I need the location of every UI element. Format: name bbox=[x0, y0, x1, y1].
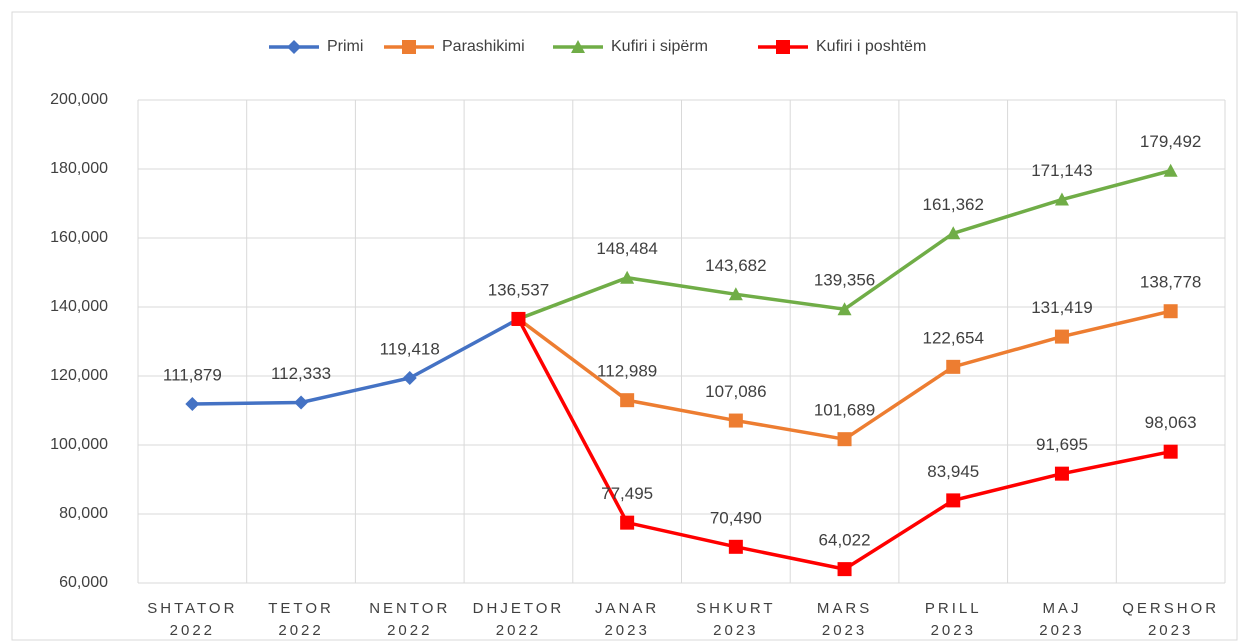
marker bbox=[946, 359, 961, 374]
data-label: 143,682 bbox=[705, 256, 766, 275]
data-label: 112,333 bbox=[271, 364, 331, 383]
marker bbox=[776, 40, 790, 54]
legend-label: Kufiri i sipërm bbox=[611, 38, 708, 55]
data-label: 161,362 bbox=[923, 195, 984, 214]
y-tick-label: 180,000 bbox=[50, 160, 108, 177]
marker bbox=[571, 40, 585, 53]
data-label: 148,484 bbox=[596, 239, 657, 258]
data-label: 70,490 bbox=[710, 508, 762, 527]
x-tick-label: QERSHOR 2023 bbox=[1122, 600, 1219, 639]
data-label: 83,945 bbox=[927, 462, 979, 481]
marker bbox=[946, 493, 961, 508]
data-label: 139,356 bbox=[814, 271, 875, 290]
y-tick-label: 140,000 bbox=[50, 298, 108, 315]
data-label: 122,654 bbox=[923, 328, 984, 347]
x-tick-label: MARS 2023 bbox=[817, 600, 872, 639]
marker bbox=[1163, 304, 1178, 319]
x-tick-label: NENTOR 2022 bbox=[369, 600, 450, 639]
legend-label: Kufiri i poshtëm bbox=[816, 38, 926, 55]
data-label: 179,492 bbox=[1140, 132, 1201, 151]
marker bbox=[837, 302, 852, 316]
marker bbox=[620, 270, 635, 284]
chart-border bbox=[11, 11, 1238, 641]
marker bbox=[620, 393, 635, 408]
marker bbox=[1054, 329, 1069, 344]
marker bbox=[837, 432, 852, 447]
legend-label: Parashikimi bbox=[442, 38, 525, 55]
data-label: 138,778 bbox=[1140, 273, 1201, 292]
y-tick-label: 60,000 bbox=[59, 574, 108, 591]
y-tick-label: 200,000 bbox=[50, 91, 108, 108]
x-tick-label: SHKURT 2023 bbox=[696, 600, 775, 639]
data-label: 171,143 bbox=[1031, 161, 1092, 180]
data-label: 101,689 bbox=[814, 401, 875, 420]
x-tick-label: DHJETOR 2022 bbox=[473, 600, 565, 639]
data-label: 112,989 bbox=[597, 362, 657, 381]
marker bbox=[402, 371, 417, 386]
x-tick-label: MAJ 2023 bbox=[1039, 600, 1084, 639]
marker bbox=[1163, 444, 1178, 459]
marker bbox=[1054, 192, 1069, 206]
data-label: 98,063 bbox=[1145, 413, 1197, 432]
marker bbox=[287, 40, 301, 54]
marker bbox=[946, 226, 961, 240]
marker bbox=[294, 395, 309, 410]
marker bbox=[620, 515, 635, 530]
marker bbox=[837, 562, 852, 577]
data-label: 136,537 bbox=[488, 280, 549, 299]
y-tick-label: 100,000 bbox=[50, 436, 108, 453]
marker bbox=[728, 287, 743, 301]
y-tick-label: 80,000 bbox=[59, 505, 108, 522]
marker bbox=[185, 397, 200, 412]
data-label: 91,695 bbox=[1036, 435, 1088, 454]
data-label: 111,879 bbox=[163, 366, 222, 385]
data-label: 64,022 bbox=[819, 531, 871, 550]
x-tick-label: PRILL 2023 bbox=[925, 600, 982, 639]
marker bbox=[1054, 466, 1069, 481]
data-label: 131,419 bbox=[1031, 298, 1092, 317]
marker bbox=[402, 40, 416, 54]
x-tick-label: TETOR 2022 bbox=[268, 600, 334, 639]
data-label: 119,418 bbox=[380, 339, 440, 358]
y-tick-label: 120,000 bbox=[50, 367, 108, 384]
y-tick-label: 160,000 bbox=[50, 229, 108, 246]
marker bbox=[728, 413, 743, 428]
series-line bbox=[192, 317, 520, 406]
data-label: 77,495 bbox=[601, 484, 653, 503]
x-tick-label: SHTATOR 2022 bbox=[147, 600, 237, 639]
x-tick-label: JANAR 2023 bbox=[595, 600, 659, 639]
marker bbox=[1163, 163, 1178, 177]
legend-label: Primi bbox=[327, 38, 363, 55]
marker bbox=[511, 311, 526, 326]
marker bbox=[728, 539, 743, 554]
data-label: 107,086 bbox=[705, 382, 766, 401]
